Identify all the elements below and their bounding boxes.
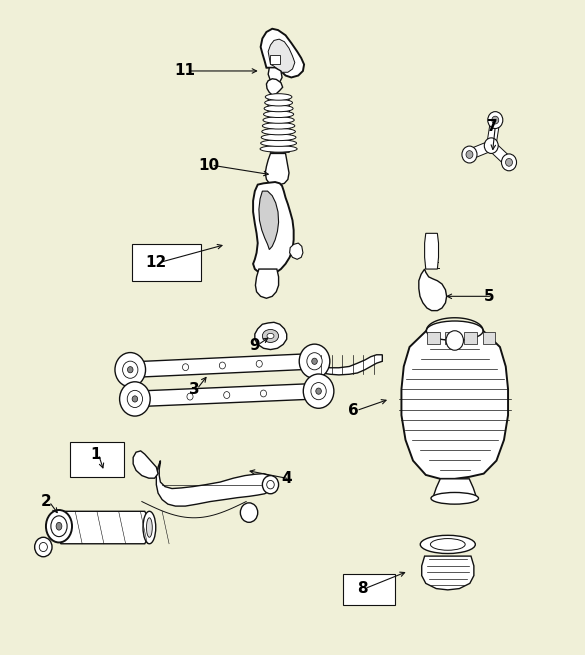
Ellipse shape xyxy=(46,510,72,542)
Ellipse shape xyxy=(267,481,274,489)
Ellipse shape xyxy=(146,518,152,537)
Circle shape xyxy=(219,362,225,369)
Circle shape xyxy=(484,138,498,153)
Ellipse shape xyxy=(261,140,297,146)
Polygon shape xyxy=(265,153,289,185)
Text: 3: 3 xyxy=(189,382,199,397)
Text: 4: 4 xyxy=(281,472,292,486)
Text: 1: 1 xyxy=(90,447,101,462)
Polygon shape xyxy=(488,141,512,166)
Polygon shape xyxy=(268,39,295,72)
Text: 9: 9 xyxy=(250,337,260,352)
Ellipse shape xyxy=(263,117,294,123)
Ellipse shape xyxy=(431,493,479,504)
Circle shape xyxy=(446,331,463,350)
Polygon shape xyxy=(419,269,446,310)
Ellipse shape xyxy=(119,382,150,416)
Text: 2: 2 xyxy=(41,494,51,509)
Ellipse shape xyxy=(35,537,52,557)
Polygon shape xyxy=(130,354,315,377)
Circle shape xyxy=(187,393,193,400)
Circle shape xyxy=(462,146,477,163)
Circle shape xyxy=(488,111,503,128)
Polygon shape xyxy=(483,332,495,344)
Polygon shape xyxy=(468,141,493,159)
Polygon shape xyxy=(135,383,319,407)
Text: 8: 8 xyxy=(357,581,367,596)
Ellipse shape xyxy=(263,111,294,117)
Ellipse shape xyxy=(132,396,137,402)
Ellipse shape xyxy=(431,538,465,550)
Polygon shape xyxy=(261,29,304,77)
Polygon shape xyxy=(427,332,440,344)
Polygon shape xyxy=(425,233,439,269)
Polygon shape xyxy=(487,119,500,147)
Polygon shape xyxy=(464,332,477,344)
Ellipse shape xyxy=(128,390,143,407)
Ellipse shape xyxy=(299,344,330,379)
Polygon shape xyxy=(422,556,474,590)
Text: 7: 7 xyxy=(487,119,498,134)
Ellipse shape xyxy=(262,476,278,494)
Circle shape xyxy=(256,360,262,367)
Polygon shape xyxy=(133,451,158,478)
Polygon shape xyxy=(253,182,294,274)
Ellipse shape xyxy=(428,565,467,581)
Ellipse shape xyxy=(312,358,317,364)
FancyBboxPatch shape xyxy=(70,442,125,477)
Ellipse shape xyxy=(115,352,146,387)
Polygon shape xyxy=(255,322,287,350)
Text: 10: 10 xyxy=(198,158,219,173)
Polygon shape xyxy=(266,79,283,95)
Ellipse shape xyxy=(39,542,47,552)
Ellipse shape xyxy=(51,516,67,536)
Ellipse shape xyxy=(311,383,326,400)
Ellipse shape xyxy=(143,512,156,544)
Ellipse shape xyxy=(128,367,133,373)
Polygon shape xyxy=(433,479,477,498)
Text: 12: 12 xyxy=(146,255,167,270)
Polygon shape xyxy=(259,191,278,250)
Circle shape xyxy=(240,503,258,522)
Circle shape xyxy=(505,159,512,166)
Polygon shape xyxy=(268,67,282,84)
Ellipse shape xyxy=(303,374,334,408)
Polygon shape xyxy=(445,332,458,344)
FancyBboxPatch shape xyxy=(343,574,395,605)
Circle shape xyxy=(223,392,230,398)
Ellipse shape xyxy=(265,94,292,100)
Ellipse shape xyxy=(264,100,292,106)
Polygon shape xyxy=(268,95,290,152)
Ellipse shape xyxy=(267,333,274,339)
Ellipse shape xyxy=(420,535,476,553)
Ellipse shape xyxy=(262,128,295,135)
Ellipse shape xyxy=(426,321,483,341)
Circle shape xyxy=(183,364,188,371)
Ellipse shape xyxy=(262,122,295,129)
Ellipse shape xyxy=(56,522,62,530)
Circle shape xyxy=(501,154,517,171)
Ellipse shape xyxy=(123,361,138,379)
Ellipse shape xyxy=(261,134,296,141)
Ellipse shape xyxy=(260,145,297,152)
Circle shape xyxy=(260,390,267,397)
Text: 5: 5 xyxy=(484,289,495,304)
Ellipse shape xyxy=(307,352,322,370)
FancyBboxPatch shape xyxy=(132,244,201,281)
Polygon shape xyxy=(290,243,303,259)
Polygon shape xyxy=(61,512,149,544)
Circle shape xyxy=(466,151,473,159)
Polygon shape xyxy=(401,331,508,479)
Text: 11: 11 xyxy=(175,64,196,79)
Ellipse shape xyxy=(316,388,321,394)
Polygon shape xyxy=(316,355,383,375)
Polygon shape xyxy=(270,55,280,64)
Ellipse shape xyxy=(262,329,278,343)
Ellipse shape xyxy=(264,105,293,112)
Circle shape xyxy=(492,116,499,124)
Polygon shape xyxy=(156,460,272,506)
Text: 6: 6 xyxy=(348,403,359,418)
Polygon shape xyxy=(256,269,278,298)
